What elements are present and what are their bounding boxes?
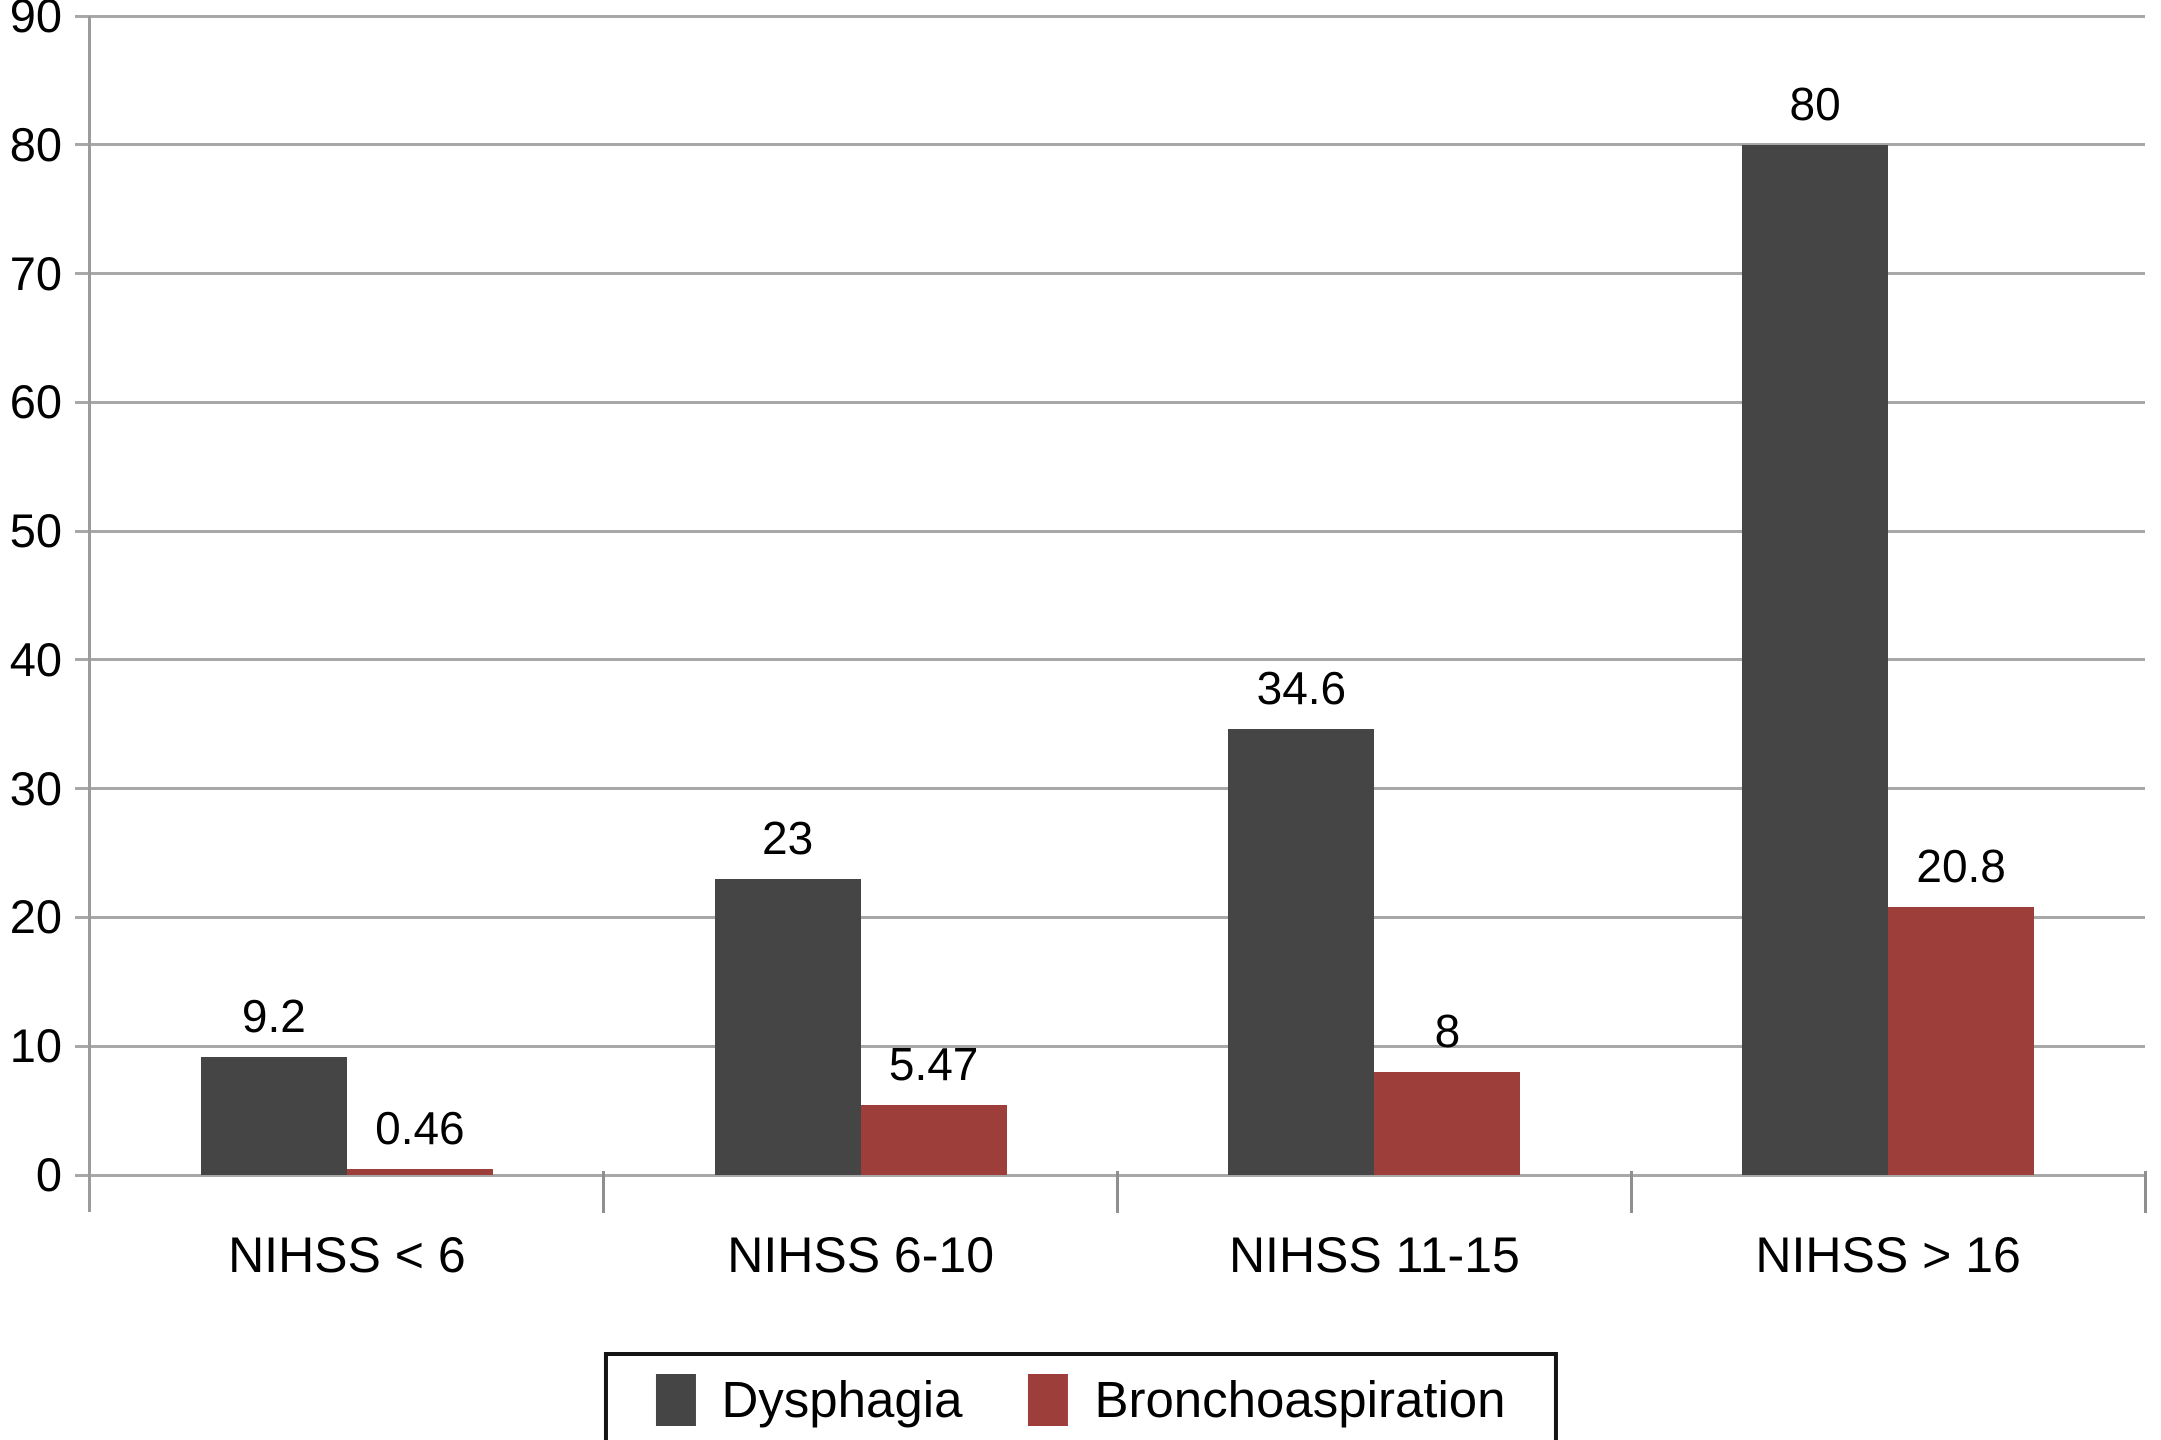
x-axis-tick: [1629, 1171, 1633, 1213]
x-axis-tick: [1116, 1171, 1119, 1213]
gridline: [75, 658, 2145, 662]
legend: Dysphagia Bronchoaspiration: [603, 1352, 1558, 1440]
y-axis-line: [88, 16, 91, 1212]
legend-label: Bronchoaspiration: [1094, 1371, 1506, 1428]
bar-value-label: 8: [1434, 1004, 1461, 1057]
x-axis-category-label: NIHSS 6-10: [727, 1227, 995, 1283]
bar-value-label: 23: [762, 811, 814, 864]
gridline: [75, 272, 2145, 276]
legend-item-bronchoaspiration: Bronchoaspiration: [1028, 1371, 1506, 1428]
bar-value-label: 80: [1789, 77, 1841, 130]
bar-value-label: 9.2: [241, 989, 306, 1042]
bar-bronchoaspiration: [346, 1169, 493, 1175]
y-axis-tick-label: 80: [9, 117, 62, 171]
bar-dysphagia: [200, 1056, 347, 1175]
legend-swatch-bronchoaspiration: [1028, 1374, 1069, 1426]
bar-value-label: 20.8: [1916, 840, 2006, 893]
gridline: [75, 1044, 2145, 1048]
bar-dysphagia: [1228, 729, 1375, 1175]
gridline: [75, 143, 2145, 147]
y-axis-tick-label: 50: [9, 504, 62, 558]
gridline: [75, 1173, 2145, 1177]
bar-dysphagia: [1742, 144, 1889, 1175]
x-axis-category-label: NIHSS > 16: [1755, 1227, 2021, 1283]
legend-swatch-dysphagia: [655, 1374, 696, 1426]
y-axis-tick-label: 10: [9, 1019, 62, 1073]
bar-value-label: 0.46: [375, 1102, 465, 1155]
legend-label: Dysphagia: [721, 1371, 963, 1428]
gridline: [75, 14, 2145, 18]
gridline: [75, 400, 2145, 404]
legend-item-dysphagia: Dysphagia: [655, 1372, 962, 1428]
bar-bronchoaspiration: [860, 1104, 1007, 1175]
x-axis-category-label: NIHSS < 6: [228, 1227, 466, 1283]
gridline: [75, 787, 2145, 791]
gridline: [75, 529, 2145, 533]
bar-bronchoaspiration: [1888, 907, 2035, 1175]
bar-bronchoaspiration: [1374, 1071, 1521, 1175]
y-axis-tick-label: 40: [9, 632, 62, 686]
x-axis-tick: [2143, 1171, 2147, 1213]
x-axis-category-label: NIHSS 11-15: [1228, 1227, 1520, 1283]
y-axis-tick-label: 90: [9, 0, 62, 42]
y-axis-tick-label: 70: [9, 246, 62, 300]
bar-value-label: 5.47: [888, 1037, 979, 1090]
y-axis-tick-label: 30: [9, 761, 62, 815]
y-axis-tick-label: 60: [9, 375, 62, 429]
gridline: [75, 915, 2145, 919]
y-axis-tick-label: 20: [9, 890, 62, 944]
bar-dysphagia: [714, 878, 861, 1175]
bar-value-label: 34.6: [1256, 662, 1347, 715]
y-axis-tick-label: 0: [35, 1148, 62, 1201]
x-axis-tick: [602, 1171, 606, 1213]
